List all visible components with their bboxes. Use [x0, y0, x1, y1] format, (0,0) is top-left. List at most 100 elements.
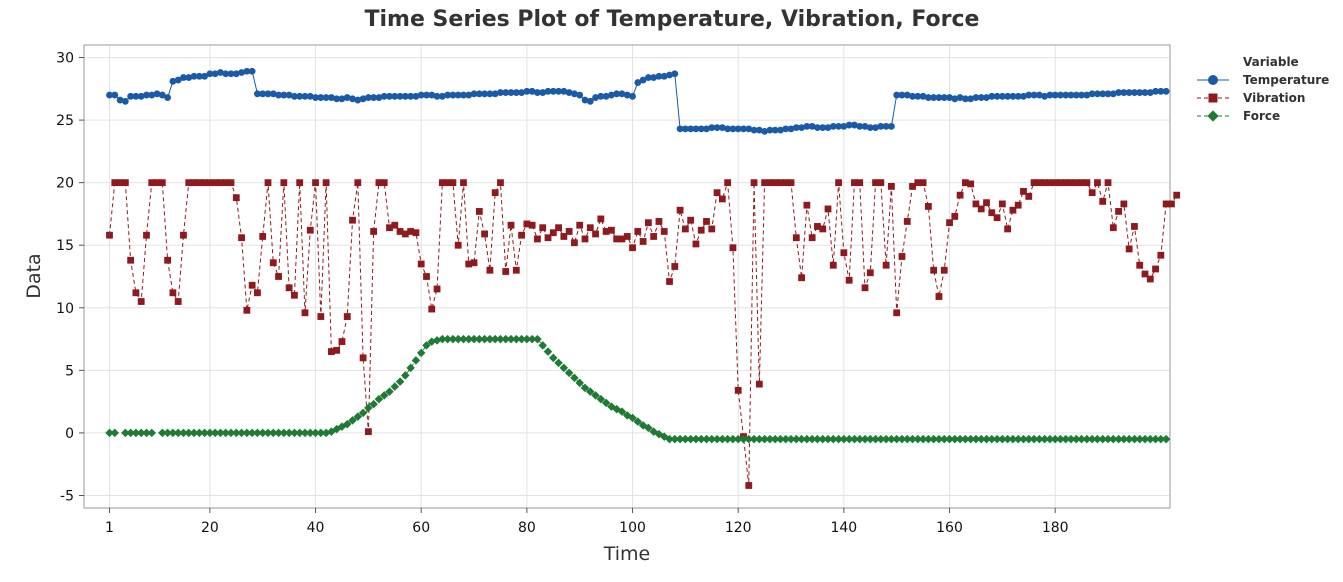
- data-point-vibration: [1072, 179, 1080, 187]
- data-point-temperature: [660, 72, 668, 80]
- data-point-force: [955, 434, 965, 444]
- data-point-temperature: [655, 72, 663, 80]
- data-point-vibration: [623, 233, 631, 240]
- data-point-vibration: [1125, 245, 1133, 253]
- data-point-temperature: [1125, 89, 1133, 96]
- x-tick-label: 60: [412, 520, 430, 536]
- data-point-temperature: [121, 97, 129, 105]
- x-tick-label: 100: [619, 520, 646, 536]
- data-point-vibration: [761, 179, 769, 187]
- data-point-temperature: [835, 122, 842, 130]
- data-point-force: [945, 434, 954, 444]
- data-point-vibration: [1057, 179, 1064, 187]
- data-point-vibration: [755, 380, 763, 388]
- data-point-vibration: [343, 313, 351, 320]
- data-point-temperature: [116, 96, 124, 104]
- data-point-force: [665, 434, 674, 444]
- data-point-vibration: [814, 223, 821, 230]
- data-point-vibration: [1020, 188, 1027, 195]
- data-point-temperature: [206, 70, 214, 78]
- data-point-temperature: [327, 94, 335, 101]
- data-point-temperature: [322, 94, 330, 101]
- data-point-force: [718, 434, 727, 444]
- data-point-vibration: [782, 179, 790, 187]
- data-point-temperature: [734, 125, 742, 133]
- data-point-vibration: [1115, 208, 1122, 215]
- data-point-vibration: [586, 224, 594, 232]
- legend-item-vibration: Vibration: [1197, 91, 1305, 105]
- data-point-vibration: [729, 244, 737, 252]
- data-point-vibration: [232, 194, 240, 202]
- data-point-vibration: [497, 179, 504, 187]
- data-point-force: [1119, 434, 1129, 444]
- data-point-vibration: [153, 179, 161, 187]
- data-point-force: [163, 428, 172, 438]
- data-point-vibration: [486, 266, 494, 274]
- data-point-force: [1029, 434, 1039, 444]
- data-point-vibration: [998, 200, 1006, 208]
- data-point-vibration: [1136, 261, 1144, 269]
- data-point-force: [221, 428, 230, 438]
- data-point-force: [522, 334, 532, 344]
- data-point-force: [1082, 434, 1092, 444]
- y-tick-label: 20: [56, 176, 74, 192]
- y-tick-label: 10: [56, 301, 74, 317]
- data-point-vibration: [829, 261, 837, 269]
- data-point-vibration: [164, 256, 172, 264]
- data-point-vibration: [338, 338, 346, 345]
- data-point-vibration: [195, 179, 203, 187]
- data-point-force: [760, 434, 769, 444]
- data-point-vibration: [470, 259, 478, 267]
- data-point-vibration: [745, 482, 753, 489]
- data-point-temperature: [565, 89, 573, 96]
- data-point-temperature: [777, 126, 784, 134]
- data-point-temperature: [497, 89, 504, 96]
- data-point-force: [918, 434, 928, 444]
- data-point-force: [448, 334, 458, 344]
- y-axis-label: Data: [23, 253, 45, 298]
- data-point-force: [284, 428, 294, 438]
- data-point-vibration: [787, 179, 795, 187]
- data-point-force: [512, 334, 521, 344]
- data-point-vibration: [629, 244, 636, 252]
- data-point-temperature: [549, 87, 557, 95]
- data-point-temperature: [317, 94, 325, 101]
- data-point-vibration: [549, 229, 557, 237]
- data-point-vibration: [988, 209, 996, 217]
- data-point-vibration: [882, 261, 890, 269]
- data-point-force: [464, 334, 474, 344]
- data-point-temperature: [782, 125, 790, 133]
- data-point-temperature: [560, 87, 568, 95]
- data-point-temperature: [354, 96, 362, 104]
- data-point-vibration: [909, 183, 916, 190]
- data-point-vibration: [1146, 275, 1154, 283]
- data-point-vibration: [116, 179, 124, 187]
- data-point-temperature: [798, 124, 805, 131]
- data-point-temperature: [1014, 92, 1022, 100]
- data-point-temperature: [576, 91, 584, 99]
- data-point-vibration: [460, 179, 467, 187]
- x-tick-label: 180: [1042, 520, 1069, 536]
- data-point-temperature: [718, 124, 726, 131]
- legend-label-force: Force: [1243, 109, 1280, 123]
- data-point-force: [892, 434, 901, 444]
- data-point-force: [263, 428, 273, 438]
- data-point-temperature: [238, 69, 245, 76]
- data-point-temperature: [412, 92, 420, 100]
- data-point-force: [702, 434, 711, 444]
- data-point-force: [696, 434, 706, 444]
- data-point-vibration: [327, 348, 335, 355]
- data-point-force: [628, 413, 637, 423]
- data-point-temperature: [380, 92, 388, 100]
- data-point-force: [591, 391, 600, 400]
- data-point-vibration: [666, 278, 673, 285]
- data-point-force: [1151, 434, 1160, 444]
- data-point-vibration: [903, 218, 911, 225]
- data-point-force: [1045, 434, 1055, 444]
- data-point-vibration: [539, 224, 547, 232]
- data-point-vibration: [349, 216, 356, 224]
- data-point-force: [570, 373, 579, 383]
- data-point-force: [712, 434, 722, 444]
- data-point-temperature: [602, 92, 610, 100]
- y-tick-label: 30: [56, 51, 74, 67]
